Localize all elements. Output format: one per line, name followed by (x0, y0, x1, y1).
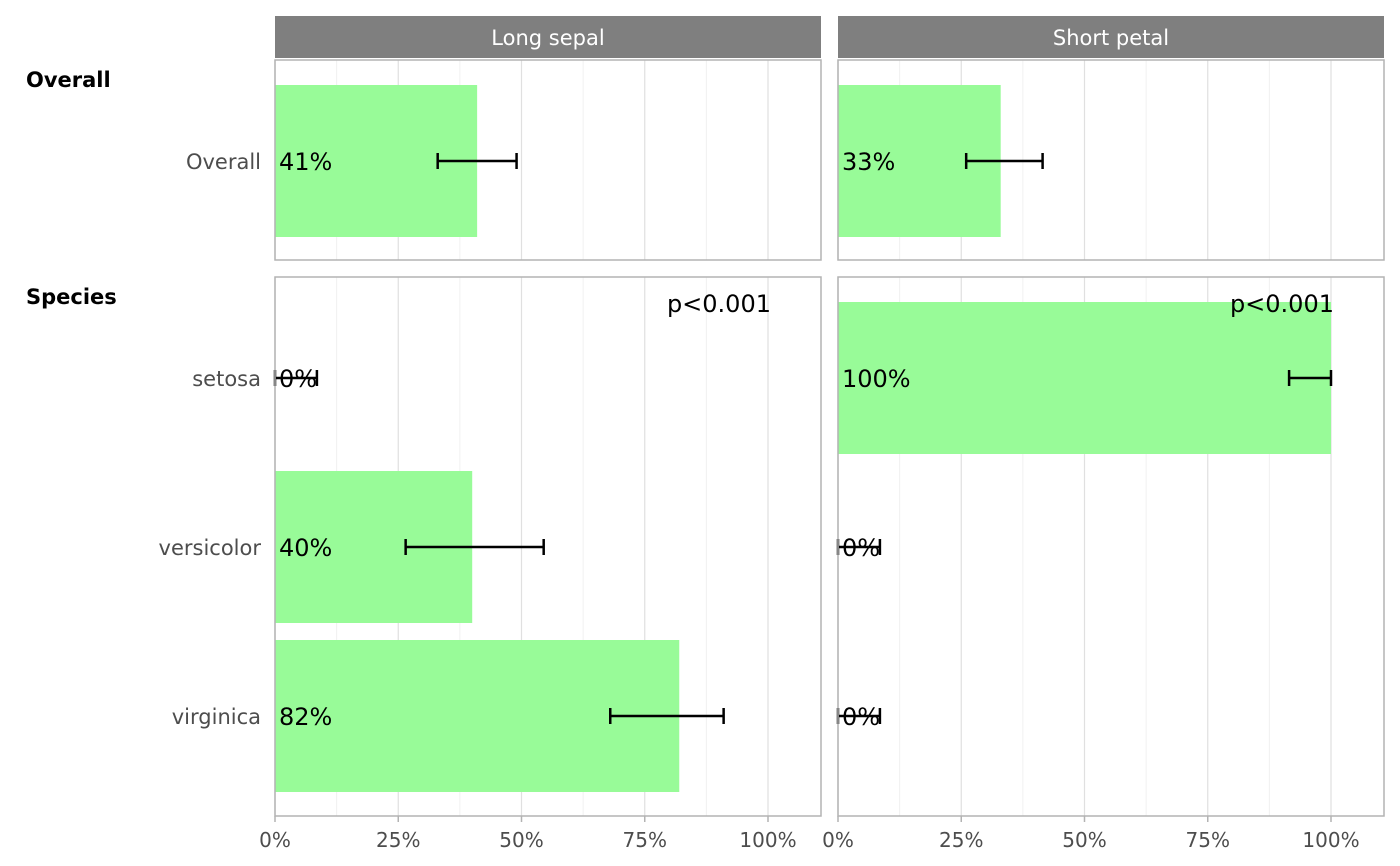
panel-border (274, 59, 822, 261)
row-label: Overall (186, 150, 261, 174)
x-tick-label: 50% (1062, 828, 1106, 852)
group-label: Overall (26, 68, 111, 92)
strip-header (275, 16, 821, 58)
x-tick-label: 75% (623, 828, 667, 852)
data-label: 33% (842, 148, 895, 176)
p-value-label: p<0.001 (667, 290, 771, 318)
x-tick-label: 100% (1302, 828, 1359, 852)
data-label: 100% (842, 365, 911, 393)
data-label: 0% (842, 534, 880, 562)
strip-label: Long sepal (491, 26, 604, 50)
x-tick-label: 100% (739, 828, 796, 852)
x-tick-label: 25% (939, 828, 983, 852)
panel-border (837, 276, 1385, 817)
row-label: versicolor (159, 536, 262, 560)
data-label: 0% (279, 365, 317, 393)
x-tick-label: 75% (1186, 828, 1230, 852)
data-label: 40% (279, 534, 332, 562)
row-label: virginica (172, 705, 261, 729)
x-tick-label: 0% (822, 828, 854, 852)
strip-header (838, 16, 1384, 58)
bar (838, 302, 1331, 454)
strip-label: Short petal (1053, 26, 1169, 50)
x-tick-label: 0% (259, 828, 291, 852)
p-value-label: p<0.001 (1230, 290, 1334, 318)
row-label: setosa (192, 367, 261, 391)
panel-border (837, 59, 1385, 261)
panel-border (274, 276, 822, 817)
x-tick-label: 25% (376, 828, 420, 852)
data-label: 0% (842, 703, 880, 731)
group-label: Species (26, 285, 117, 309)
data-label: 41% (279, 148, 332, 176)
x-tick-label: 50% (499, 828, 543, 852)
data-label: 82% (279, 703, 332, 731)
